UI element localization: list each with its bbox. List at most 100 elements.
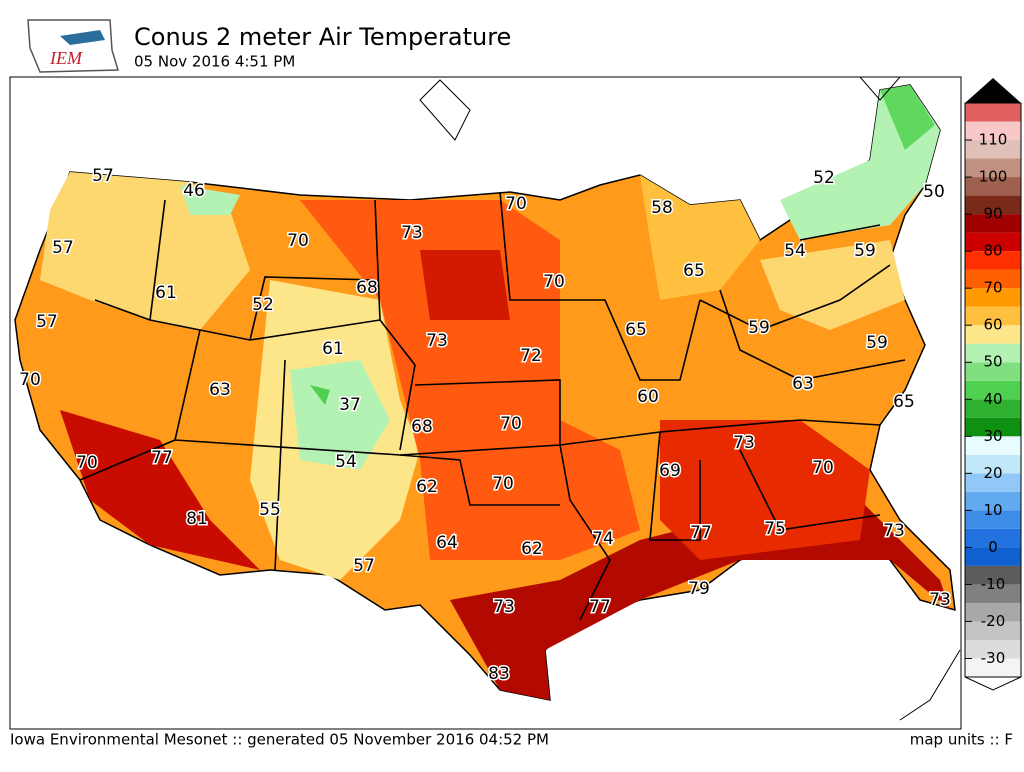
- colorbar-segment: [965, 399, 1021, 418]
- colorbar-segment: [965, 584, 1021, 603]
- station-value: 65: [625, 320, 647, 340]
- station-value: 73: [401, 223, 423, 243]
- station-value: 73: [733, 433, 755, 453]
- station-value: 59: [854, 241, 876, 261]
- station-value: 73: [883, 521, 905, 541]
- colorbar-max-arrow: [965, 78, 1021, 103]
- station-value: 61: [155, 283, 177, 303]
- colorbar-tick-label: 80: [983, 242, 1002, 260]
- colorbar-tick-label: -30: [981, 649, 1006, 667]
- colorbar-tick-label: 10: [983, 501, 1002, 519]
- station-value: 70: [500, 414, 522, 434]
- colorbar-tick-label: 0: [988, 538, 998, 556]
- station-value: 64: [436, 533, 458, 553]
- station-value: 63: [209, 380, 231, 400]
- colorbar-segment: [965, 473, 1021, 492]
- station-value: 81: [186, 509, 208, 529]
- station-value: 74: [592, 529, 614, 549]
- station-value: 54: [784, 241, 806, 261]
- colorbar-tick-label: -20: [981, 612, 1006, 630]
- colorbar-segment: [965, 528, 1021, 548]
- station-value: 77: [589, 597, 611, 617]
- station-value: 68: [411, 417, 433, 437]
- colorbar-segment: [965, 454, 1021, 474]
- station-value: 54: [335, 452, 357, 472]
- colorbar-segment: [965, 325, 1021, 344]
- colorbar-tick-label: 20: [983, 464, 1002, 482]
- station-value: 77: [151, 448, 173, 468]
- station-value: 70: [505, 194, 527, 214]
- colorbar-segment: [965, 362, 1021, 381]
- station-value: 77: [690, 523, 712, 543]
- station-value: 70: [812, 458, 834, 478]
- station-value: 46: [183, 181, 205, 201]
- footer-credit: Iowa Environmental Mesonet :: generated …: [10, 731, 549, 749]
- station-value: 83: [488, 664, 510, 684]
- colorbar-tick-label: -10: [981, 575, 1006, 593]
- colorbar-segment: [965, 380, 1021, 400]
- station-value: 61: [322, 339, 344, 359]
- colorbar-min-arrow: [964, 676, 1022, 691]
- station-value: 52: [252, 295, 274, 315]
- colorbar-tick-label: 40: [983, 390, 1002, 408]
- station-value: 62: [521, 539, 543, 559]
- colorbar-segment: [965, 269, 1021, 289]
- station-value: 37: [339, 395, 361, 415]
- map-units: map units :: F: [910, 731, 1013, 749]
- subtitle: 05 Nov 2016 4:51 PM: [134, 53, 295, 71]
- colorbar-tick-label: 90: [983, 205, 1002, 223]
- colorbar-tick-label: 100: [979, 168, 1008, 186]
- colorbar-segment: [965, 103, 1021, 122]
- station-value: 70: [492, 474, 514, 494]
- station-value: 52: [813, 168, 835, 188]
- map: 57 46 70 73 70 58 52 50 57 61 52 68 70 65 54 59 57 61 73 72…: [9, 76, 962, 730]
- colorbar-frame: [964, 102, 1022, 678]
- station-value: 65: [683, 261, 705, 281]
- colorbar-segment: [965, 251, 1021, 270]
- station-value: 60: [637, 387, 659, 407]
- colorbar-segment: [965, 306, 1021, 326]
- logo-text: IEM: [49, 48, 83, 68]
- colorbar-segment: [965, 232, 1021, 252]
- station-value: 57: [36, 312, 58, 332]
- station-value: 65: [893, 392, 915, 412]
- station-value: 57: [92, 166, 114, 186]
- colorbar-segment: [965, 436, 1021, 455]
- station-value: 72: [520, 346, 542, 366]
- station-value: 73: [426, 331, 448, 351]
- station-value: 70: [543, 272, 565, 292]
- colorbar-segment: [965, 343, 1021, 363]
- station-value: 69: [659, 461, 681, 481]
- station-value: 70: [76, 453, 98, 473]
- station-value: 73: [493, 597, 515, 617]
- station-value: 75: [764, 519, 786, 539]
- colorbar-segment: [965, 121, 1021, 141]
- station-value: 79: [688, 579, 710, 599]
- colorbar-tick-label: 60: [983, 316, 1002, 334]
- colorbar-tick-label: 110: [979, 131, 1008, 149]
- colorbar-segment: [965, 510, 1021, 529]
- colorbar-tick-label: 50: [983, 353, 1002, 371]
- title: Conus 2 meter Air Temperature: [134, 23, 511, 51]
- station-value: 73: [929, 590, 951, 610]
- colorbar-segment: [965, 658, 1021, 677]
- colorbar-segment: [965, 565, 1021, 585]
- colorbar-segment: [965, 417, 1021, 437]
- station-value: 58: [651, 198, 673, 218]
- station-value: 70: [287, 231, 309, 251]
- station-value: 55: [259, 500, 281, 520]
- logo: IEM: [27, 19, 120, 73]
- station-value: 57: [353, 556, 375, 576]
- colorbar-segment: [965, 491, 1021, 511]
- colorbar-tick-label: 70: [983, 279, 1002, 297]
- colorbar-segment: [965, 140, 1021, 159]
- colorbar-segment: [965, 177, 1021, 196]
- colorbar-segment: [965, 158, 1021, 178]
- station-value: 62: [416, 477, 438, 497]
- colorbar-tick-label: 30: [983, 427, 1002, 445]
- colorbar-segment: [965, 214, 1021, 233]
- colorbar-segment: [965, 621, 1021, 640]
- station-value: 63: [792, 374, 814, 394]
